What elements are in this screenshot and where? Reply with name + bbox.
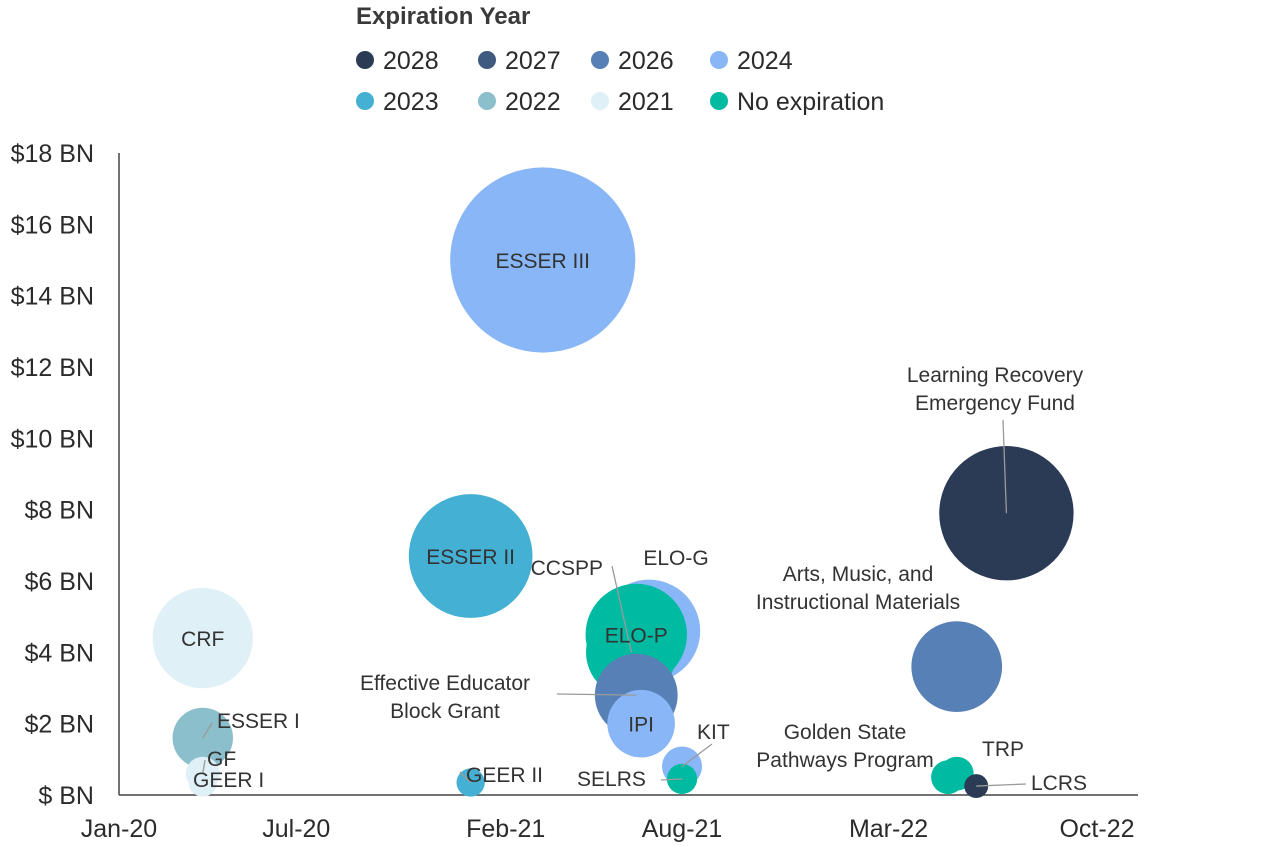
y-tick-label: $ BN — [38, 782, 94, 810]
legend-label-2022: 2022 — [505, 88, 561, 116]
bubble-arts-music-and-instructional-materials — [911, 621, 1003, 712]
x-tick-label: Mar-22 — [849, 815, 928, 843]
x-tick-label: Oct-22 — [1059, 815, 1134, 843]
leader-selrs — [660, 778, 683, 781]
label-arts-music-and-instructional-materials: Arts, Music, and Instructional Materials — [756, 563, 960, 614]
bubble-ipi — [607, 689, 675, 758]
bubble-esser-iii — [450, 167, 636, 353]
legend-marker-2026 — [591, 51, 609, 69]
y-tick-label: $6 BN — [25, 568, 94, 596]
label-kit: KIT — [697, 721, 730, 744]
bubble-esser-ii — [408, 494, 533, 618]
label-gf: GF — [207, 748, 236, 771]
legend-label-2027: 2027 — [505, 47, 561, 75]
y-tick-label: $2 BN — [25, 711, 94, 739]
x-tick-label: Aug-21 — [642, 815, 723, 843]
legend-label-2028: 2028 — [383, 47, 439, 75]
y-tick-label: $18 BN — [11, 140, 94, 168]
legend-label-2021: 2021 — [618, 88, 674, 116]
legend-label-2023: 2023 — [383, 88, 439, 116]
x-tick-label: Jul-20 — [262, 815, 330, 843]
y-tick-label: $14 BN — [11, 283, 94, 311]
bubble-crf — [152, 587, 253, 689]
x-tick-label: Jan-20 — [81, 815, 157, 843]
leader-kit — [681, 743, 713, 767]
label-ccspp: CCSPP — [531, 557, 603, 580]
bubble-labels: ESSER III Learning Recovery Emergency Fund… — [181, 250, 1087, 795]
bubbles — [152, 167, 1074, 799]
x-axis-ticks: Jan-20 Jul-20 Feb-21 Aug-21 Mar-22 Oct-22 — [81, 815, 1135, 843]
leader-esser-i — [202, 722, 213, 739]
legend-marker-2027 — [478, 51, 496, 69]
legend-marker-2028 — [356, 51, 374, 69]
label-esser-i: ESSER I — [217, 710, 300, 733]
y-tick-label: $16 BN — [11, 211, 94, 239]
legend-label-2024: 2024 — [737, 47, 793, 75]
label-ipi: IPI — [628, 714, 654, 737]
label-geer-i: GEER I — [193, 769, 264, 792]
legend-marker-2021 — [591, 92, 609, 110]
leader-lcrs — [976, 783, 1027, 787]
label-crf: CRF — [181, 628, 224, 651]
legend-marker-2022 — [478, 92, 496, 110]
y-tick-label: $12 BN — [11, 354, 94, 382]
label-trp: TRP — [982, 738, 1024, 761]
label-esser-iii: ESSER III — [495, 250, 590, 273]
legend-marker-2024 — [710, 51, 728, 69]
legend-label-2026: 2026 — [618, 47, 674, 75]
label-esser-ii: ESSER II — [426, 546, 515, 569]
bubble-geer-i — [188, 768, 217, 797]
leader-lines — [202, 419, 1027, 787]
label-lcrs: LCRS — [1031, 772, 1087, 795]
leader-learning-recovery-emergency-fund — [1002, 419, 1008, 514]
label-selrs: SELRS — [577, 768, 646, 791]
label-golden-state-pathways-program: Golden State Pathways Program — [756, 721, 933, 772]
label-geer-ii: GEER II — [466, 764, 543, 787]
y-tick-label: $10 BN — [11, 425, 94, 453]
leader-ccspp — [611, 565, 633, 653]
x-tick-label: Feb-21 — [466, 815, 545, 843]
leader-effective-educator-block-grant — [556, 693, 637, 696]
legend-title: Expiration Year — [356, 3, 530, 30]
label-elo-p: ELO-P — [605, 625, 668, 648]
y-tick-label: $8 BN — [25, 497, 94, 525]
y-axis-ticks: $ BN $2 BN $4 BN $6 BN $8 BN $10 BN $12 BN $14 … — [11, 140, 94, 810]
label-learning-recovery-emergency-fund: Learning Recovery Emergency Fund — [907, 364, 1084, 415]
leader-gf — [202, 759, 206, 774]
leader-geer-ii — [459, 771, 472, 783]
y-tick-label: $4 BN — [25, 639, 94, 667]
legend: 2028 2027 2026 2024 2023 2022 2021 No expiratio… — [356, 47, 884, 116]
label-effective-educator-block-grant: Effective Educator Block Grant — [360, 672, 530, 723]
bubble-elo-p — [585, 583, 687, 686]
legend-label-no-expiration: No expiration — [737, 88, 884, 116]
legend-marker-2023 — [356, 92, 374, 110]
legend-marker-no-expiration — [710, 92, 728, 110]
label-elo-g: ELO-G — [643, 547, 708, 570]
